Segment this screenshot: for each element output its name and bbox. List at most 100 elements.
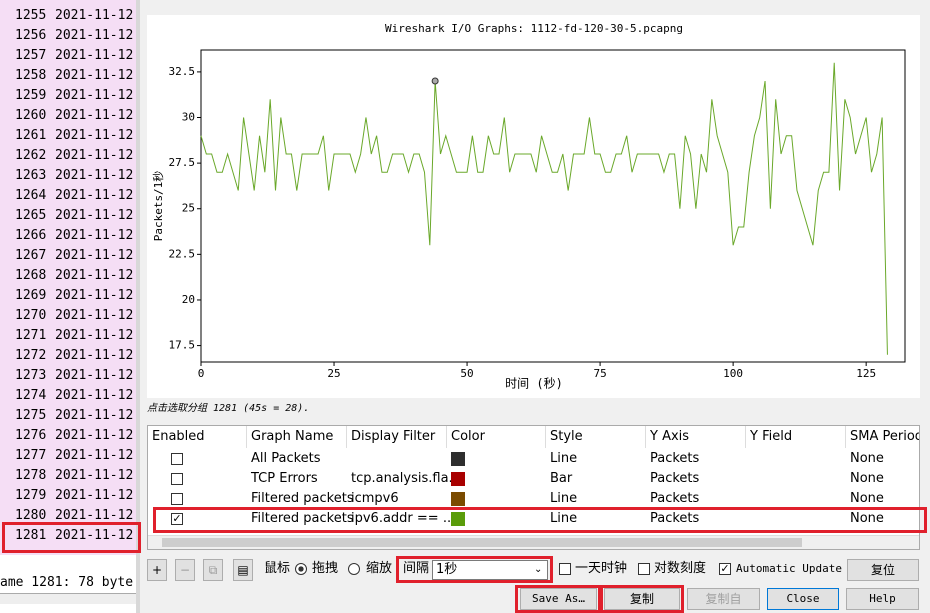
packet-time: 2021-11-12: [55, 448, 134, 463]
packet-row[interactable]: 1269 2021-11-12: [0, 286, 136, 306]
data-line: [200, 62, 888, 355]
column-header: Style: [546, 426, 646, 448]
log-scale-checkbox[interactable]: [638, 563, 650, 575]
cell-style: Line: [550, 491, 578, 506]
cell-sma: None: [850, 491, 884, 506]
packet-row[interactable]: 1258 2021-11-12: [0, 66, 136, 86]
x-tick-label: 25: [327, 367, 340, 380]
day-clock-label: 一天时钟: [575, 561, 628, 576]
packet-number: 1276: [15, 428, 47, 443]
column-header: SMA Period: [846, 426, 919, 448]
cell-sma: None: [850, 451, 884, 466]
packet-row[interactable]: 1270 2021-11-12: [0, 306, 136, 326]
y-tick-label: 30: [182, 111, 195, 124]
packet-row[interactable]: 1281 2021-11-12: [0, 526, 136, 546]
y-tick-label: 25: [182, 202, 195, 215]
radio-drag[interactable]: [295, 563, 307, 575]
selected-point: [431, 77, 439, 85]
packet-row[interactable]: 1262 2021-11-12: [0, 146, 136, 166]
cell-y-axis: Packets: [650, 511, 700, 526]
packet-number: 1269: [15, 288, 47, 303]
packet-row[interactable]: 1263 2021-11-12: [0, 166, 136, 186]
packet-row[interactable]: 1267 2021-11-12: [0, 246, 136, 266]
day-clock-checkbox[interactable]: [559, 563, 571, 575]
cell-sma: None: [850, 511, 884, 526]
color-swatch[interactable]: [451, 492, 465, 506]
packet-row[interactable]: 1273 2021-11-12: [0, 366, 136, 386]
cell-filter: tcp.analysis.fla...: [351, 471, 461, 486]
packet-time: 2021-11-12: [55, 8, 134, 23]
copy-graph-button[interactable]: ⧉: [203, 559, 223, 581]
packet-row[interactable]: 1259 2021-11-12: [0, 86, 136, 106]
packet-number: 1268: [15, 268, 47, 283]
row-checkbox[interactable]: ✓: [171, 512, 183, 525]
color-swatch[interactable]: [451, 452, 465, 466]
chart-title: Wireshark I/O Graphs: 1112-fd-120-30-5.p…: [385, 22, 683, 35]
interval-select[interactable]: 1秒 ⌄: [432, 560, 548, 580]
packet-number: 1258: [15, 68, 47, 83]
radio-zoom[interactable]: [348, 563, 360, 575]
packet-time: 2021-11-12: [55, 168, 134, 183]
packet-number: 1278: [15, 468, 47, 483]
zoom-label: 缩放: [366, 561, 393, 576]
remove-button[interactable]: −: [175, 559, 195, 581]
packet-row[interactable]: 1264 2021-11-12: [0, 186, 136, 206]
copy-from-button[interactable]: 复制自: [687, 588, 760, 610]
packet-row[interactable]: 1272 2021-11-12: [0, 346, 136, 366]
save-as-button[interactable]: Save As…: [520, 588, 597, 610]
packet-row[interactable]: 1266 2021-11-12: [0, 226, 136, 246]
packet-row[interactable]: 1268 2021-11-12: [0, 266, 136, 286]
scroll-thumb[interactable]: [162, 538, 802, 547]
packet-number: 1261: [15, 128, 47, 143]
add-button[interactable]: +: [147, 559, 167, 581]
color-swatch[interactable]: [451, 472, 465, 486]
packet-row[interactable]: 1271 2021-11-12: [0, 326, 136, 346]
packet-number: 1260: [15, 108, 47, 123]
clear-button[interactable]: ▤: [233, 559, 253, 581]
auto-update-checkbox[interactable]: ✓: [719, 562, 731, 575]
packet-row[interactable]: 1256 2021-11-12: [0, 26, 136, 46]
chart: Wireshark I/O Graphs: 1112-fd-120-30-5.p…: [147, 15, 920, 398]
row-checkbox[interactable]: [171, 493, 183, 505]
packet-number: 1271: [15, 328, 47, 343]
packet-row[interactable]: 1274 2021-11-12: [0, 386, 136, 406]
packet-row[interactable]: 1278 2021-11-12: [0, 466, 136, 486]
packet-row[interactable]: 1257 2021-11-12: [0, 46, 136, 66]
reset-button[interactable]: 复位: [847, 559, 919, 581]
packet-number: 1275: [15, 408, 47, 423]
x-axis-label: 时间 (秒): [505, 377, 563, 391]
packet-time: 2021-11-12: [55, 428, 134, 443]
packet-row[interactable]: 1275 2021-11-12: [0, 406, 136, 426]
mouse-label: 鼠标: [264, 561, 291, 576]
copy-button[interactable]: 复制: [604, 588, 680, 610]
packet-row[interactable]: 1265 2021-11-12: [0, 206, 136, 226]
cell-name: Filtered packets: [251, 511, 354, 526]
packet-row[interactable]: 1276 2021-11-12: [0, 426, 136, 446]
help-button[interactable]: Help: [846, 588, 919, 610]
packet-time: 2021-11-12: [55, 468, 134, 483]
auto-update-label: Automatic Update: [736, 562, 842, 575]
packet-number: 1255: [15, 8, 47, 23]
cell-style: Line: [550, 511, 578, 526]
packet-row[interactable]: 1279 2021-11-12: [0, 486, 136, 506]
color-swatch[interactable]: [451, 512, 465, 526]
packet-time: 2021-11-12: [55, 348, 134, 363]
row-checkbox[interactable]: [171, 453, 183, 465]
packet-row[interactable]: 1277 2021-11-12: [0, 446, 136, 466]
x-tick-label: 75: [593, 367, 606, 380]
packet-row[interactable]: 1280 2021-11-12: [0, 506, 136, 526]
packet-time: 2021-11-12: [55, 188, 134, 203]
row-checkbox[interactable]: [171, 473, 183, 485]
y-axis-label: Packets/1秒: [151, 171, 165, 242]
packet-row[interactable]: 1255 2021-11-12: [0, 6, 136, 26]
close-button[interactable]: Close: [767, 588, 839, 610]
packet-row[interactable]: 1260 2021-11-12: [0, 106, 136, 126]
h-scrollbar[interactable]: [148, 535, 919, 549]
packet-time: 2021-11-12: [55, 328, 134, 343]
packet-time: 2021-11-12: [55, 408, 134, 423]
packet-time: 2021-11-12: [55, 388, 134, 403]
packet-number: 1256: [15, 28, 47, 43]
packet-row[interactable]: 1261 2021-11-12: [0, 126, 136, 146]
graph-table: Enabled Graph Name Display Filter Color Styl…: [147, 425, 920, 550]
